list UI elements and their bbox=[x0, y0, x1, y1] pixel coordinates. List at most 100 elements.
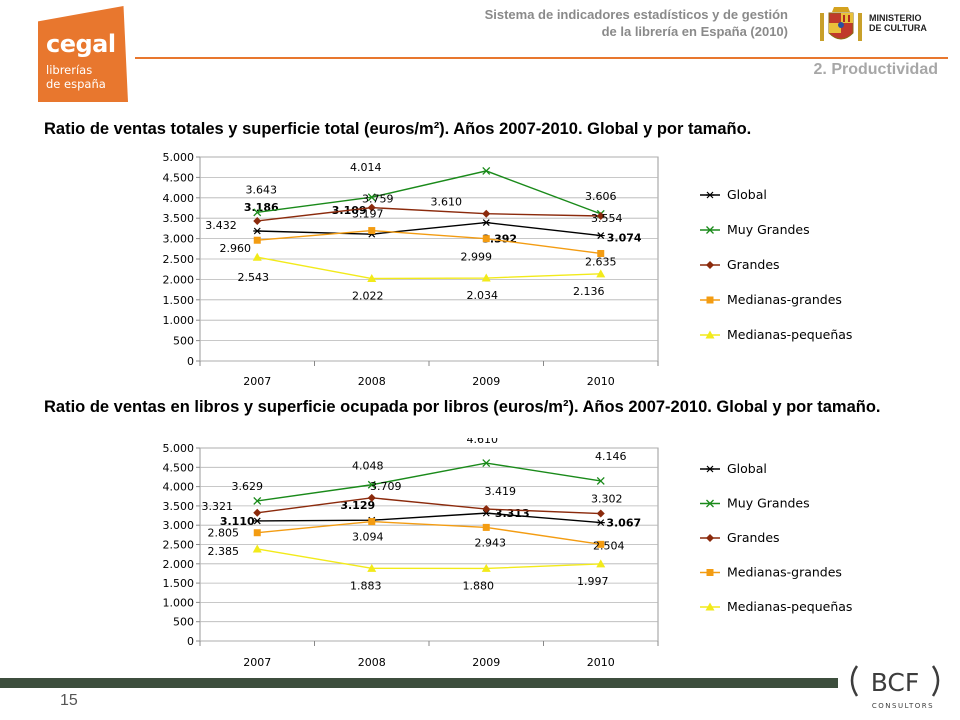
footer-bar bbox=[0, 678, 838, 688]
y-tick-label: 1.500 bbox=[163, 294, 195, 307]
data-point bbox=[482, 505, 491, 514]
legend-item: Global bbox=[700, 187, 767, 202]
x-tick-label: 2008 bbox=[358, 656, 386, 669]
data-label: 2.999 bbox=[461, 251, 493, 264]
legend: Global Muy Grandes Grandes Medianas-grandes… bbox=[700, 187, 852, 342]
y-tick-label: 2.500 bbox=[163, 539, 195, 552]
series-grandes: 3.321 3.709 3.419 3.302 bbox=[202, 480, 623, 518]
series-line bbox=[257, 229, 601, 255]
legend-label: Global bbox=[727, 461, 767, 476]
series-line bbox=[257, 512, 601, 524]
series-line bbox=[257, 206, 601, 222]
system-title: Sistema de indicadores estadísticos y de… bbox=[485, 6, 788, 40]
data-label: 2.504 bbox=[593, 539, 625, 552]
data-label: 1.883 bbox=[350, 579, 382, 592]
data-label: 3.709 bbox=[370, 480, 402, 493]
x-tick-label: 2009 bbox=[472, 375, 500, 388]
data-label: 3.110 bbox=[220, 515, 255, 528]
legend-marker bbox=[706, 465, 714, 473]
data-point bbox=[253, 208, 262, 217]
legend-item: Muy Grandes bbox=[700, 222, 810, 237]
data-label: 3.392 bbox=[482, 233, 517, 246]
legend-item: Medianas-pequeñas bbox=[700, 599, 852, 614]
legend-marker bbox=[705, 330, 715, 339]
legend-marker bbox=[706, 296, 714, 304]
cegal-logo: cegal librerías de españa bbox=[38, 6, 128, 102]
data-label: 4.146 bbox=[595, 450, 627, 463]
data-point bbox=[482, 459, 491, 468]
data-point bbox=[482, 209, 491, 218]
data-label: 2.136 bbox=[573, 285, 605, 298]
y-tick-label: 0 bbox=[187, 355, 194, 368]
data-label: 1.880 bbox=[463, 579, 495, 592]
x-tick-label: 2007 bbox=[243, 656, 271, 669]
x-tick-label: 2008 bbox=[358, 375, 386, 388]
y-axis: 0 500 1.000 1.500 2.000 2.500 3.000 3.500 4.000 4… bbox=[163, 442, 200, 648]
legend-item: Muy Grandes bbox=[700, 496, 810, 511]
legend-item: Medianas-grandes bbox=[700, 292, 842, 307]
data-label: 3.321 bbox=[202, 500, 234, 513]
data-point bbox=[253, 496, 262, 505]
data-point bbox=[367, 193, 376, 202]
data-label: 4.610 bbox=[467, 438, 499, 446]
chart-book-sales-per-area: 0 500 1.000 1.500 2.000 2.500 3.000 3.500 4.000 4… bbox=[163, 438, 853, 669]
data-label: 3.419 bbox=[485, 485, 517, 498]
data-point bbox=[482, 523, 490, 531]
data-label: 2.543 bbox=[238, 271, 270, 284]
data-label: 3.759 bbox=[362, 193, 394, 206]
data-point bbox=[367, 274, 377, 283]
data-point bbox=[253, 236, 261, 244]
y-tick-label: 1.000 bbox=[163, 596, 195, 609]
data-label: 2.960 bbox=[220, 242, 252, 255]
data-label: 2.943 bbox=[475, 536, 507, 549]
y-tick-label: 500 bbox=[173, 335, 194, 348]
logo-text-de-espana: de españa bbox=[46, 77, 106, 91]
y-tick-label: 4.500 bbox=[163, 461, 195, 474]
y-tick-label: 4.000 bbox=[163, 192, 195, 205]
series-muy grandes: 3.629 4.048 4.610 4.146 bbox=[232, 438, 627, 505]
y-tick-label: 3.000 bbox=[163, 233, 195, 246]
x-tick-label: 2010 bbox=[587, 656, 615, 669]
chart-total-sales-per-area: 0 500 1.000 1.500 2.000 2.500 3.000 3.500 4.000 4… bbox=[163, 145, 853, 388]
data-point bbox=[482, 219, 491, 227]
legend-marker bbox=[706, 569, 714, 576]
series-grandes: 3.432 3.759 3.610 3.554 bbox=[205, 193, 622, 232]
data-label: 2.022 bbox=[352, 290, 384, 303]
spain-coat-of-arms-icon bbox=[820, 7, 862, 41]
bcf-consultors-logo: BCF CONSULTORS bbox=[850, 665, 940, 710]
data-label: 3.302 bbox=[591, 493, 623, 506]
legend-label: Medianas-grandes bbox=[727, 565, 842, 580]
data-point bbox=[368, 227, 376, 235]
y-tick-label: 1.500 bbox=[163, 577, 195, 590]
data-point bbox=[596, 519, 605, 527]
y-tick-label: 5.000 bbox=[163, 442, 195, 455]
series-line bbox=[257, 170, 601, 215]
data-label: 3.129 bbox=[340, 499, 375, 512]
data-point bbox=[482, 166, 491, 175]
legend-marker bbox=[706, 226, 714, 234]
data-point bbox=[596, 559, 606, 568]
header-divider bbox=[135, 57, 948, 59]
data-point bbox=[367, 563, 377, 572]
data-label: 4.048 bbox=[352, 460, 384, 473]
y-tick-label: 3.500 bbox=[163, 500, 195, 513]
y-tick-label: 5.000 bbox=[163, 151, 195, 164]
data-point bbox=[481, 273, 491, 282]
data-point bbox=[367, 203, 376, 212]
series-medianas-grandes: 2.805 3.094 2.943 2.504 bbox=[208, 518, 625, 552]
legend-label: Medianas-pequeñas bbox=[727, 599, 852, 614]
data-point bbox=[252, 252, 262, 261]
y-tick-label: 1.000 bbox=[163, 314, 195, 327]
bcf-logo-text: BCF bbox=[871, 668, 920, 697]
data-label: 4.659 bbox=[467, 145, 499, 147]
data-label: 2.635 bbox=[585, 255, 617, 268]
legend-label: Muy Grandes bbox=[727, 222, 810, 237]
x-tick-label: 2009 bbox=[472, 656, 500, 669]
data-point bbox=[482, 509, 491, 517]
series-line bbox=[257, 256, 601, 280]
legend-item: Medianas-grandes bbox=[700, 565, 842, 580]
y-tick-label: 3.000 bbox=[163, 519, 195, 532]
data-label: 2.805 bbox=[208, 527, 240, 540]
legend-marker bbox=[706, 191, 714, 199]
